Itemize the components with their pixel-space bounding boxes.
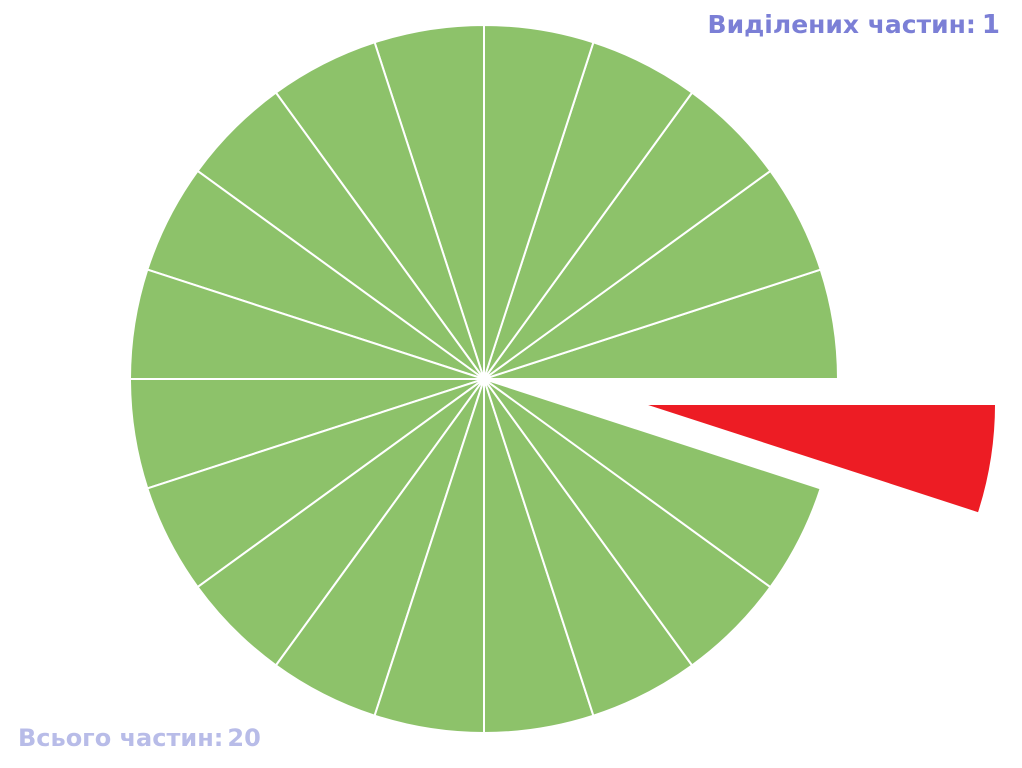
total-parts-separator: :: [213, 724, 224, 752]
selected-parts-label: Виділених частин:: [707, 10, 976, 39]
total-parts-count: 20: [227, 724, 261, 752]
fraction-slice[interactable]: [483, 378, 822, 589]
fraction-slice-selected[interactable]: [641, 403, 998, 515]
total-parts-counter: Всього частин: 20: [18, 724, 261, 752]
selected-parts-count: 1: [981, 10, 1000, 40]
fraction-circle-slices: [129, 24, 998, 734]
total-parts-label: Всього частин: [18, 724, 214, 752]
selected-parts-counter: Виділених частин: 1: [708, 10, 1000, 40]
